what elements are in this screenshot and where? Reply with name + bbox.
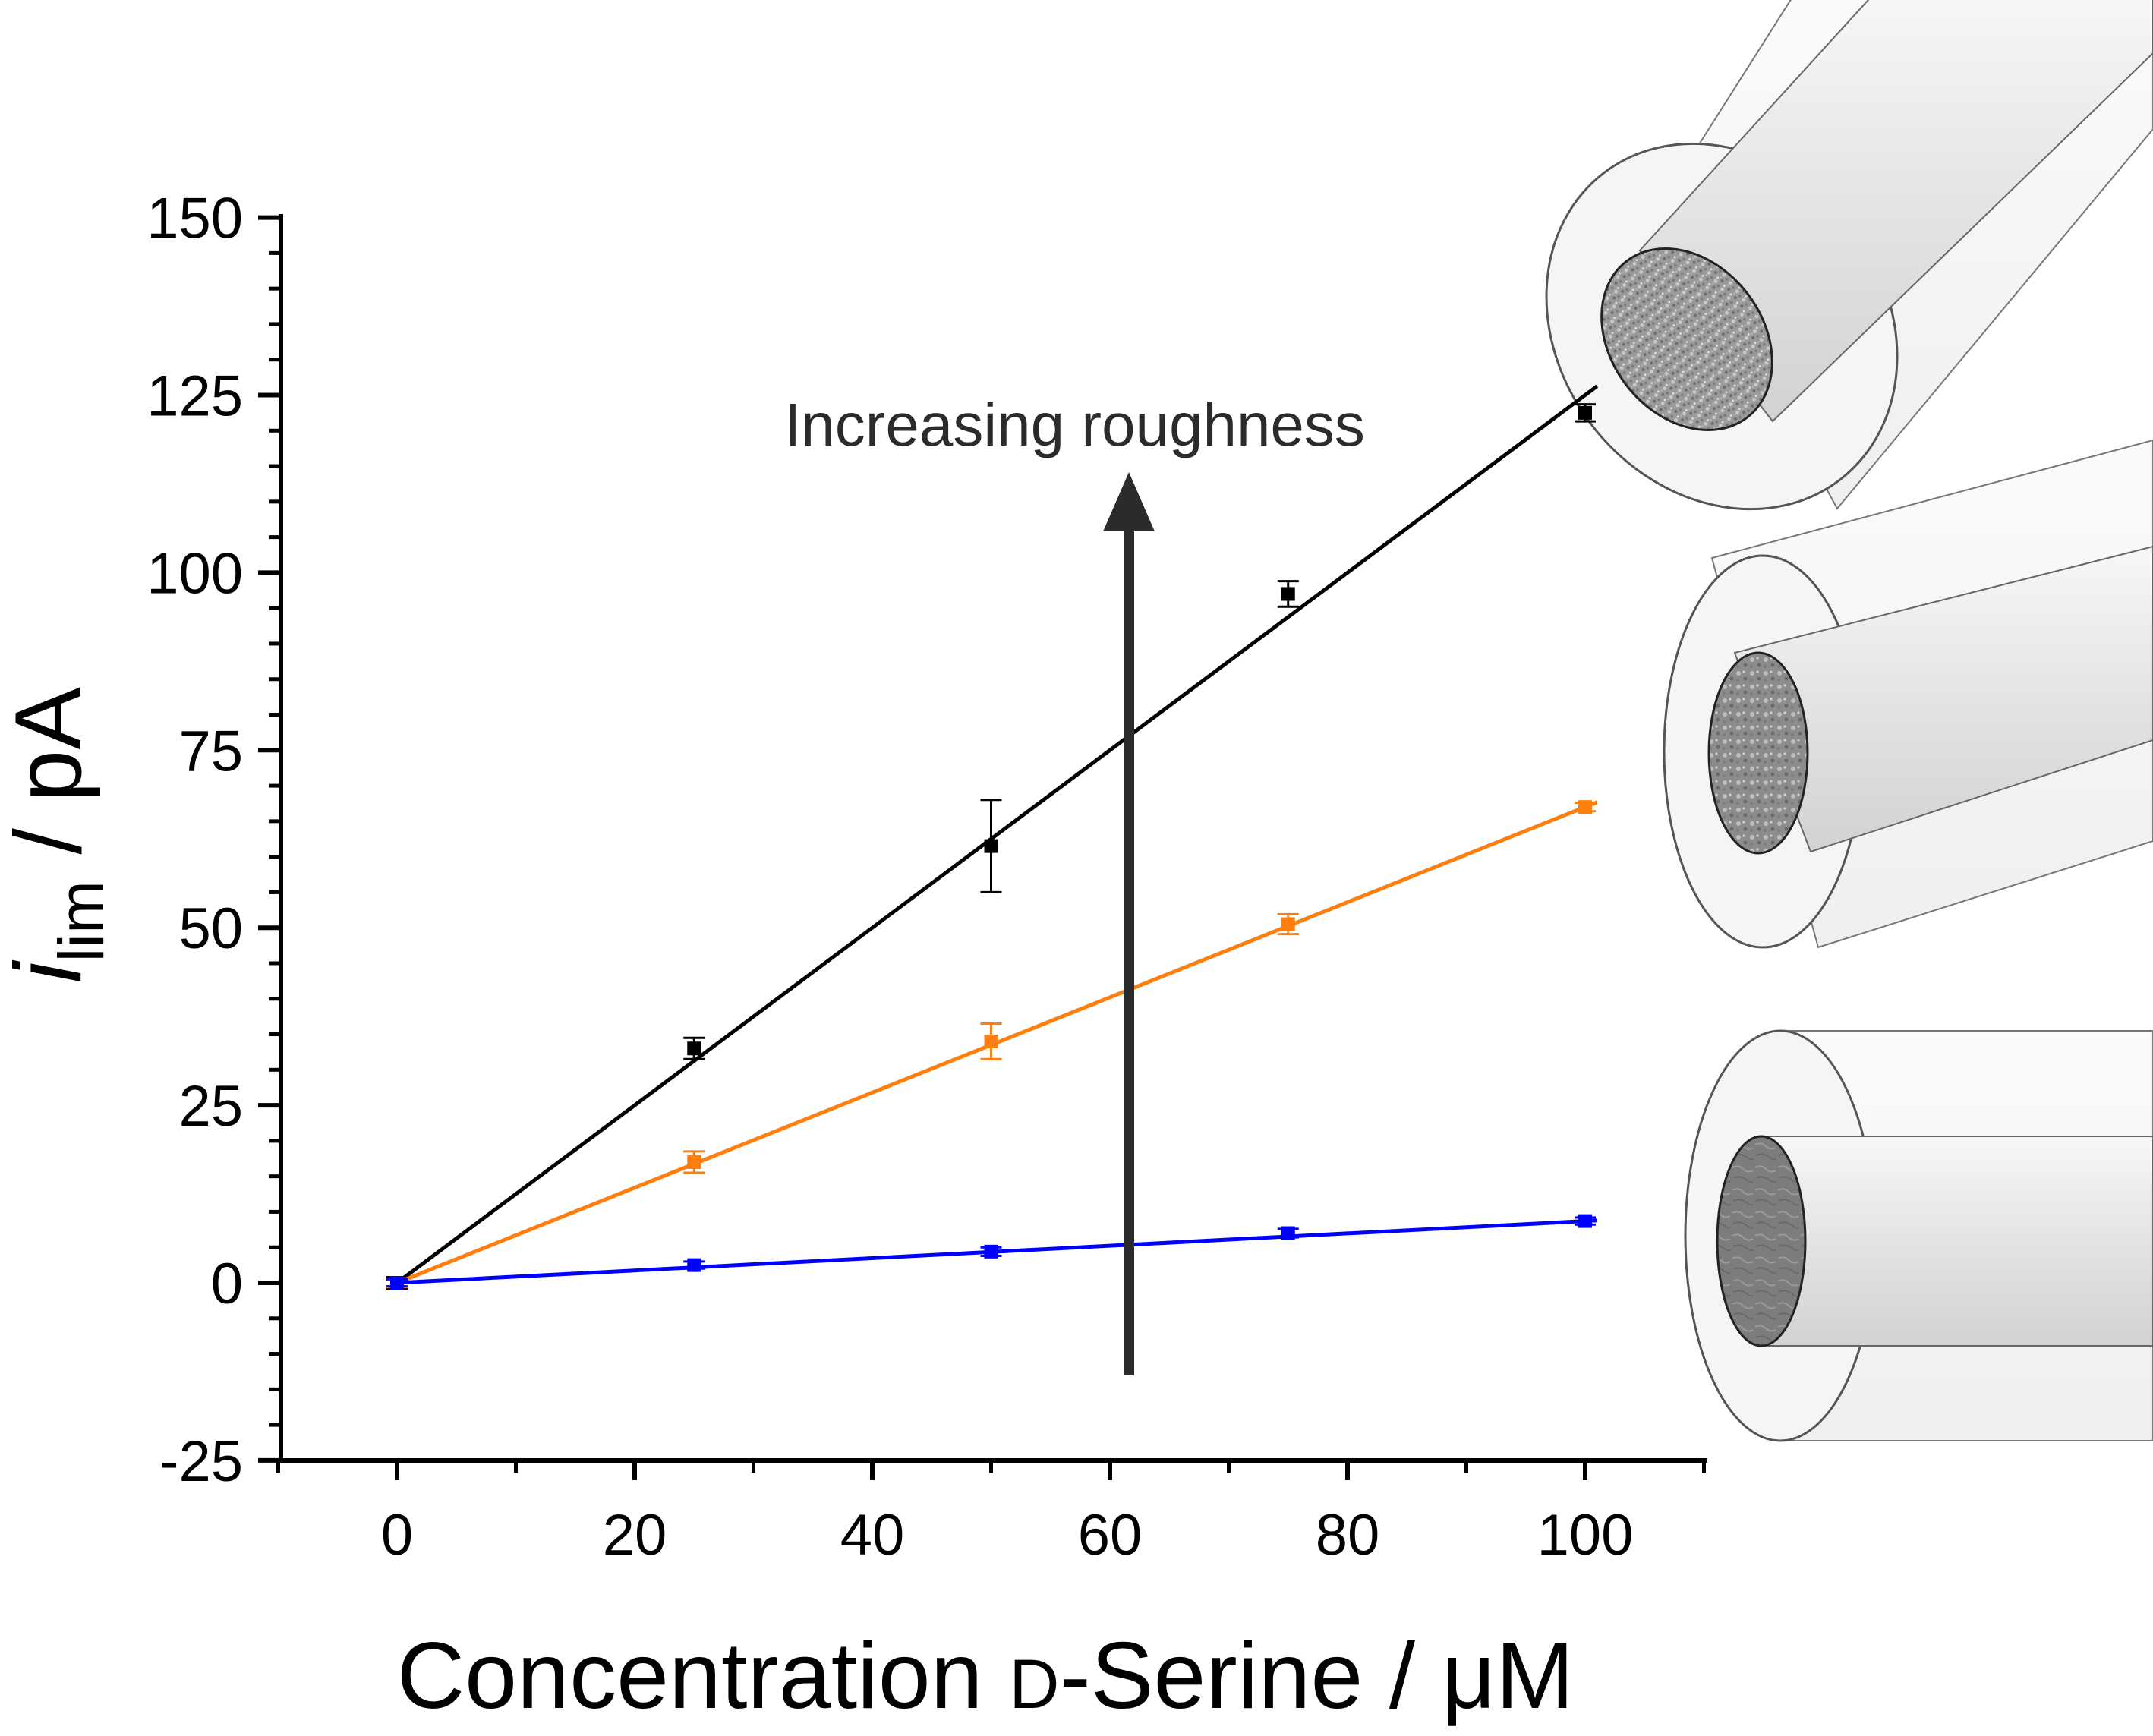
data-point (1281, 587, 1295, 601)
y-tick-label: 0 (211, 1252, 243, 1316)
annotation-text: Increasing roughness (784, 391, 1365, 458)
y-ticks: -25 0 25 50 75 100 125 150 (147, 187, 281, 1494)
x-tick-label: 80 (1316, 1503, 1380, 1567)
data-point (984, 839, 998, 853)
series-0 (386, 384, 1599, 1290)
x-tick-label: 20 (603, 1503, 667, 1567)
data-point (1281, 1226, 1295, 1240)
x-tick-label: 100 (1537, 1503, 1634, 1567)
electrode-illustrations (1545, 0, 2153, 1442)
y-tick-label: 75 (178, 719, 243, 783)
data-point (687, 1155, 701, 1169)
x-tick-label: 0 (381, 1503, 413, 1567)
data-point (687, 1041, 701, 1056)
data-point (1578, 405, 1592, 420)
y-axis-label: ilim / pA (0, 687, 117, 983)
y-tick-label: 25 (178, 1074, 243, 1139)
x-tick-label: 40 (840, 1503, 905, 1567)
axes: -25 0 25 50 75 100 125 150 0 20 40 60 80 100 (147, 187, 1707, 1567)
data-point (984, 1244, 998, 1259)
electrode-roughest-icon (1545, 0, 2153, 511)
x-tick-label: 60 (1078, 1503, 1143, 1567)
y-tick-label: 50 (178, 896, 243, 961)
y-tick-label: 150 (147, 187, 243, 251)
electrode-smooth-icon (1684, 1029, 2153, 1442)
data-point (984, 1034, 998, 1048)
data-point (1281, 917, 1295, 931)
data-point (687, 1258, 701, 1272)
data-point (390, 1276, 404, 1290)
series-2 (386, 1214, 1597, 1290)
plot-area (386, 384, 1599, 1290)
y-tick-label: 125 (147, 364, 243, 429)
data-point (1578, 800, 1592, 814)
electrode-medium-icon (1663, 439, 2153, 949)
data-point (1578, 1214, 1592, 1228)
roughness-arrow (1103, 472, 1155, 1375)
y-tick-label: 100 (147, 541, 243, 606)
fit-line (396, 384, 1599, 1285)
x-ticks: 0 20 40 60 80 100 (276, 1460, 1706, 1567)
y-tick-label: -25 (159, 1429, 243, 1494)
x-axis-label: Concentration D-Serine / μM (397, 1624, 1575, 1728)
